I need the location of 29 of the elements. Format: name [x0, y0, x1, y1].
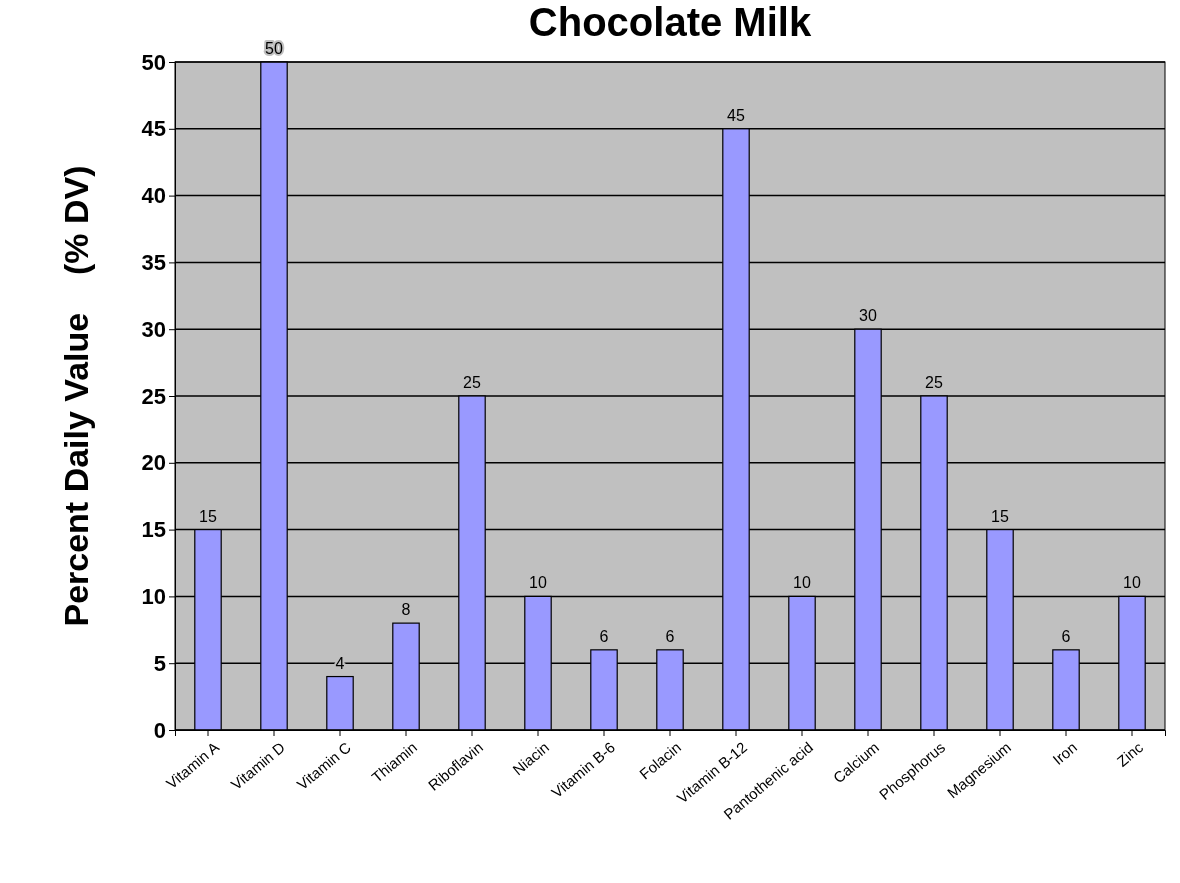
y-tick-label: 25 — [141, 383, 166, 409]
chart-title: Chocolate Milk — [528, 0, 812, 44]
y-tick-label: 45 — [141, 116, 166, 142]
y-tick-label: 0 — [153, 717, 166, 743]
x-tick-label: Iron — [1049, 738, 1081, 769]
y-tick-label: 35 — [141, 249, 166, 275]
data-label: 15 — [991, 507, 1009, 525]
y-axis-title: Percent Daily Value (% DV) — [57, 165, 95, 627]
y-tick-label: 50 — [141, 49, 166, 75]
data-label: 30 — [859, 307, 877, 325]
data-label: 8 — [401, 601, 411, 619]
y-tick-label: 10 — [141, 583, 166, 609]
data-label: 50 — [265, 40, 283, 57]
data-label: 6 — [599, 627, 609, 645]
y-tick-label: 20 — [141, 450, 166, 476]
y-tick-label: 5 — [153, 650, 166, 676]
data-label: 6 — [665, 627, 675, 645]
data-label: 10 — [1123, 574, 1141, 592]
x-tick-label: Zinc — [1113, 738, 1147, 770]
data-label: 10 — [529, 574, 547, 592]
data-label: 45 — [727, 106, 745, 124]
data-label: 10 — [793, 574, 811, 592]
data-label: 15 — [199, 507, 217, 525]
data-label: 25 — [925, 374, 943, 391]
y-tick-label: 40 — [141, 183, 166, 209]
y-tick-label: 15 — [141, 517, 166, 543]
data-label: 25 — [463, 374, 481, 391]
y-tick-label: 30 — [141, 316, 166, 342]
data-label: 6 — [1061, 627, 1071, 645]
